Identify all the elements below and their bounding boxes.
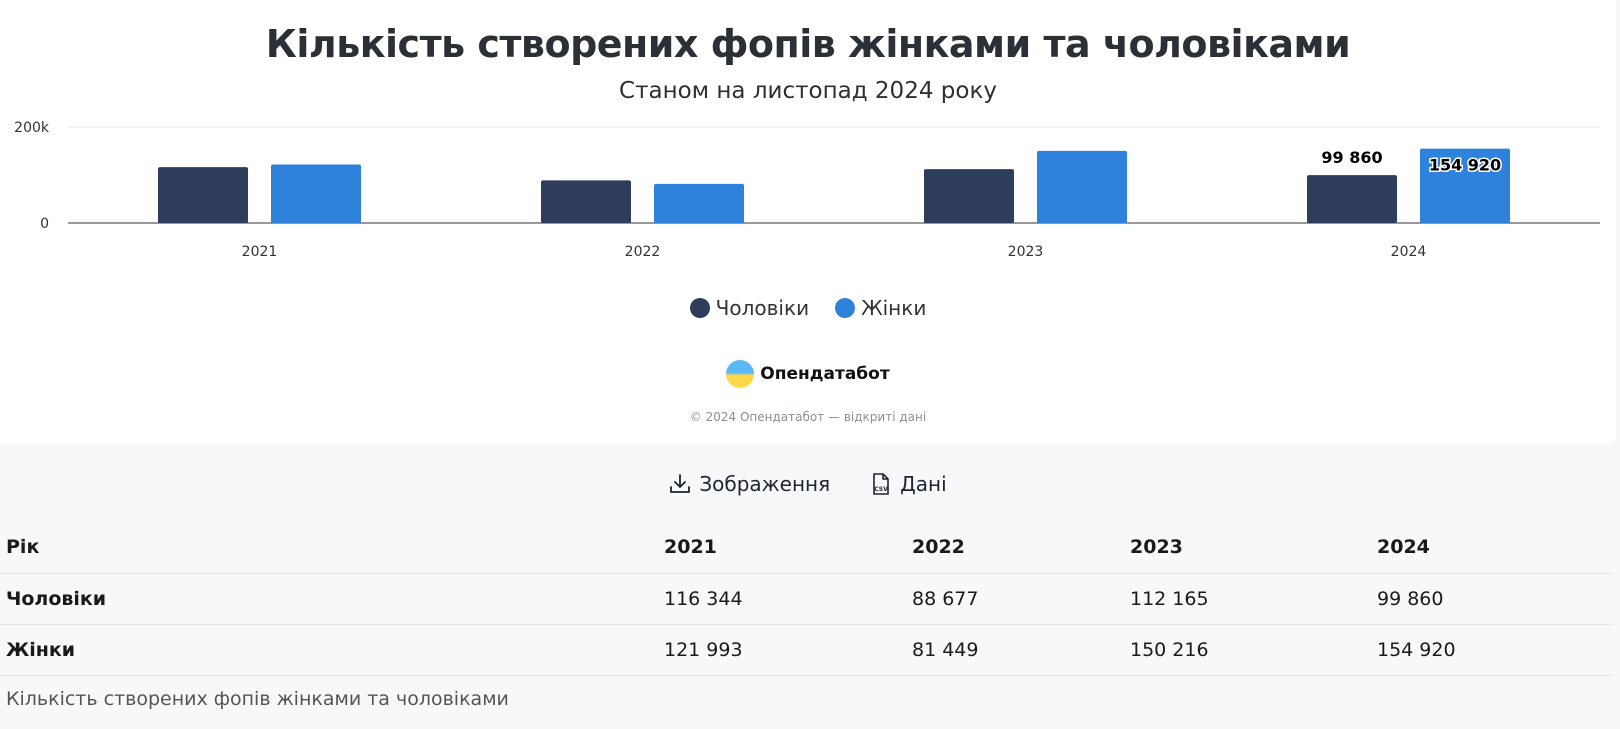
table-header-cell: 2022	[906, 522, 1124, 574]
copyright: © 2024 Опендатабот — відкриті дані	[689, 410, 927, 424]
table-header-cell: 2021	[658, 522, 906, 574]
csv-file-icon: CSV	[873, 473, 889, 495]
bar-women-2023	[1037, 150, 1127, 223]
legend-dot-men	[689, 298, 710, 318]
brand[interactable]: Опендатабот	[0, 360, 1616, 388]
table-row-label: Чоловіки	[0, 573, 658, 625]
x-tick-label: 2022	[625, 244, 661, 260]
brand-name: Опендатабот	[760, 364, 890, 384]
legend-label-women: Жінки	[861, 296, 927, 320]
data-label: 99 860	[1321, 148, 1382, 167]
opendatabot-logo-icon	[726, 360, 755, 388]
x-tick-label: 2024	[1391, 244, 1427, 260]
legend-item-women[interactable]: Жінки	[835, 296, 926, 320]
table-caption: Кількість створених фопів жінками та чол…	[6, 688, 509, 710]
x-tick-label: 2021	[242, 244, 278, 260]
data-label: 154 920	[1429, 156, 1501, 175]
table-row: Жінки 121 993 81 449 150 216 154 920	[0, 624, 1614, 676]
table-header-cell: Рік	[0, 522, 658, 574]
table-cell: 88 677	[906, 573, 1124, 625]
table-header-cell: 2024	[1371, 522, 1614, 574]
table-cell: 116 344	[658, 573, 906, 625]
download-image-label: Зображення	[699, 472, 831, 496]
legend-item-men[interactable]: Чоловіки	[689, 296, 810, 320]
table-header-row: Рік 2021 2022 2023 2024	[0, 522, 1614, 574]
svg-text:CSV: CSV	[874, 486, 888, 493]
table-row-label: Жінки	[0, 624, 658, 676]
x-tick-label: 2023	[1008, 244, 1044, 260]
bar-women-2021	[271, 164, 361, 223]
y-tick-label: 0	[40, 216, 49, 232]
y-tick-label: 200k	[14, 120, 50, 136]
table-row: Чоловіки 116 344 88 677 112 165 99 860	[0, 573, 1614, 625]
data-table: Рік 2021 2022 2023 2024 Чоловіки 116 344…	[0, 522, 1614, 676]
table-cell: 99 860	[1371, 573, 1614, 625]
table-cell: 150 216	[1124, 624, 1371, 676]
bar-women-2024	[1420, 148, 1510, 223]
bar-men-2021	[158, 167, 248, 223]
bar-chart: 0 200k 2021 2022 2023 99 860 154 920 2024	[14, 120, 1600, 260]
table-cell: 112 165	[1124, 573, 1371, 625]
table-cell: 121 993	[658, 624, 906, 676]
download-icon	[670, 474, 691, 493]
download-image-button[interactable]: Зображення	[669, 472, 830, 496]
chart-title: Кількість створених фопів жінками та чол…	[265, 22, 1351, 66]
table-header-cell: 2023	[1124, 522, 1371, 574]
bar-men-2022	[541, 180, 631, 223]
chart-legend: Чоловіки Жінки	[0, 296, 1616, 320]
table-cell: 81 449	[906, 624, 1124, 676]
table-cell: 154 920	[1371, 624, 1614, 676]
download-data-button[interactable]: CSV Дані	[870, 472, 947, 496]
bar-men-2023	[924, 169, 1014, 223]
chart-subtitle: Станом на листопад 2024 року	[619, 78, 997, 104]
chart-card: Кількість створених фопів жінками та чол…	[0, 22, 1616, 424]
bar-women-2022	[654, 183, 744, 223]
legend-dot-women	[835, 298, 856, 318]
download-data-label: Дані	[900, 472, 947, 496]
export-actions: Зображення CSV Дані	[0, 472, 1616, 496]
legend-label-men: Чоловіки	[715, 296, 810, 320]
bar-men-2024	[1307, 175, 1397, 223]
